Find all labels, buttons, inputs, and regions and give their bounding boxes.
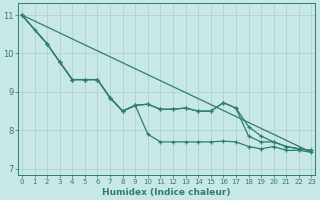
X-axis label: Humidex (Indice chaleur): Humidex (Indice chaleur) [102,188,231,197]
